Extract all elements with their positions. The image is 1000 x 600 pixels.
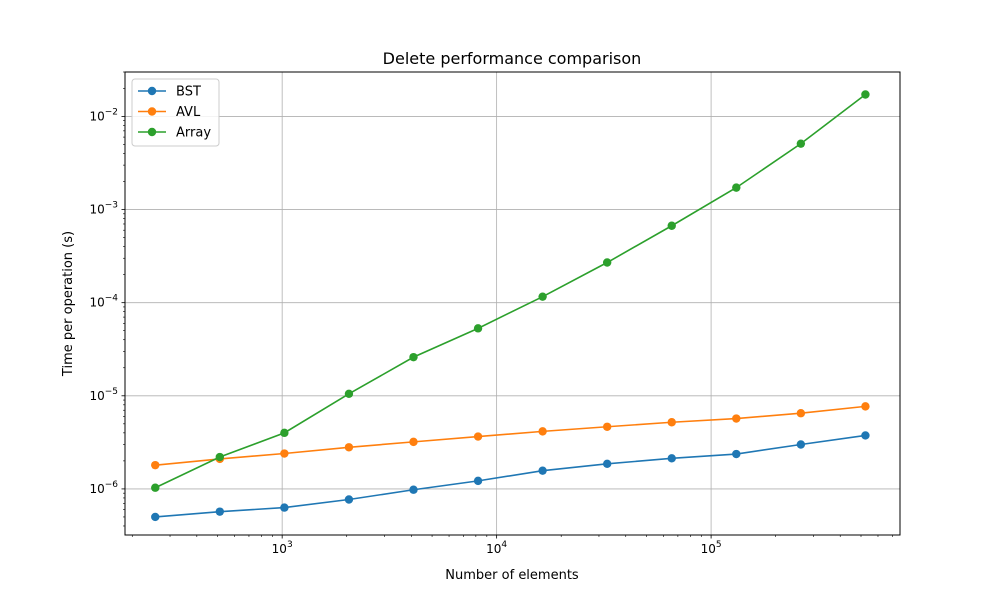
y-tick-label: 10−4 [89, 294, 118, 310]
data-point-array [667, 221, 676, 230]
data-point-bst [151, 512, 160, 522]
data-point-array [602, 258, 612, 267]
x-axis-label: Number of elements [445, 568, 579, 583]
data-point-bst [667, 454, 676, 463]
data-point-array [344, 389, 354, 399]
data-point-avl [409, 437, 418, 447]
plot-area [125, 72, 900, 535]
grid [125, 72, 900, 535]
data-point-bst [409, 485, 418, 494]
data-point-bst [602, 459, 612, 469]
y-tick-label: 10−2 [89, 107, 118, 123]
series-group [151, 90, 870, 522]
series-array [151, 90, 870, 492]
axis-ticks: 103 104 105 10−6 10−5 10−4 10−3 10−2 [89, 71, 893, 556]
y-tick-label: 10−5 [89, 387, 118, 403]
data-point-bst [732, 449, 741, 459]
data-point-array [732, 183, 741, 192]
data-point-array [409, 352, 418, 362]
plot-frame [124, 71, 901, 536]
x-tick-label: 103 [272, 540, 293, 556]
legend-item-bst: BST [138, 85, 201, 100]
data-point-array [215, 452, 225, 462]
data-point-array [473, 324, 483, 333]
data-point-avl [602, 422, 612, 431]
y-tick-label: 10−3 [89, 201, 118, 217]
data-point-array [538, 292, 547, 301]
legend-item-avl: AVL [138, 105, 201, 120]
data-point-array [280, 428, 289, 438]
data-point-avl [796, 409, 806, 418]
data-point-avl [667, 418, 676, 427]
data-point-avl [151, 460, 160, 470]
data-point-avl [473, 432, 483, 441]
chart-title: Delete performance comparison [383, 49, 642, 68]
series-avl [151, 402, 870, 470]
legend-item-array: Array [138, 126, 211, 141]
legend-label-bst: BST [176, 85, 201, 100]
data-point-avl [538, 427, 547, 436]
series-line-avl [155, 405, 866, 466]
y-axis-label: Time per operation (s) [61, 231, 76, 377]
legend-label-array: Array [176, 126, 211, 141]
x-tick-label: 104 [486, 540, 507, 556]
data-point-avl [344, 443, 354, 452]
data-point-bst [861, 431, 870, 440]
legend-marker-array [147, 127, 157, 137]
data-point-array [796, 139, 806, 148]
legend-marker-bst [147, 86, 157, 96]
series-bst [151, 431, 870, 522]
legend: BST AVL Array [131, 78, 220, 147]
data-point-bst [344, 495, 354, 504]
legend-marker-avl [147, 107, 157, 116]
series-line-array [154, 93, 866, 489]
data-point-bst [473, 476, 483, 486]
data-point-bst [538, 466, 547, 475]
data-point-bst [215, 507, 225, 516]
legend-label-avl: AVL [176, 105, 201, 120]
data-point-avl [861, 402, 870, 411]
data-point-avl [280, 449, 289, 458]
data-point-array [151, 483, 160, 492]
data-point-avl [732, 414, 741, 423]
series-line-bst [155, 434, 866, 518]
y-tick-label: 10−6 [89, 480, 118, 496]
data-point-array [861, 90, 870, 99]
data-point-bst [280, 503, 289, 512]
data-point-bst [796, 440, 806, 449]
x-tick-label: 105 [701, 540, 722, 556]
